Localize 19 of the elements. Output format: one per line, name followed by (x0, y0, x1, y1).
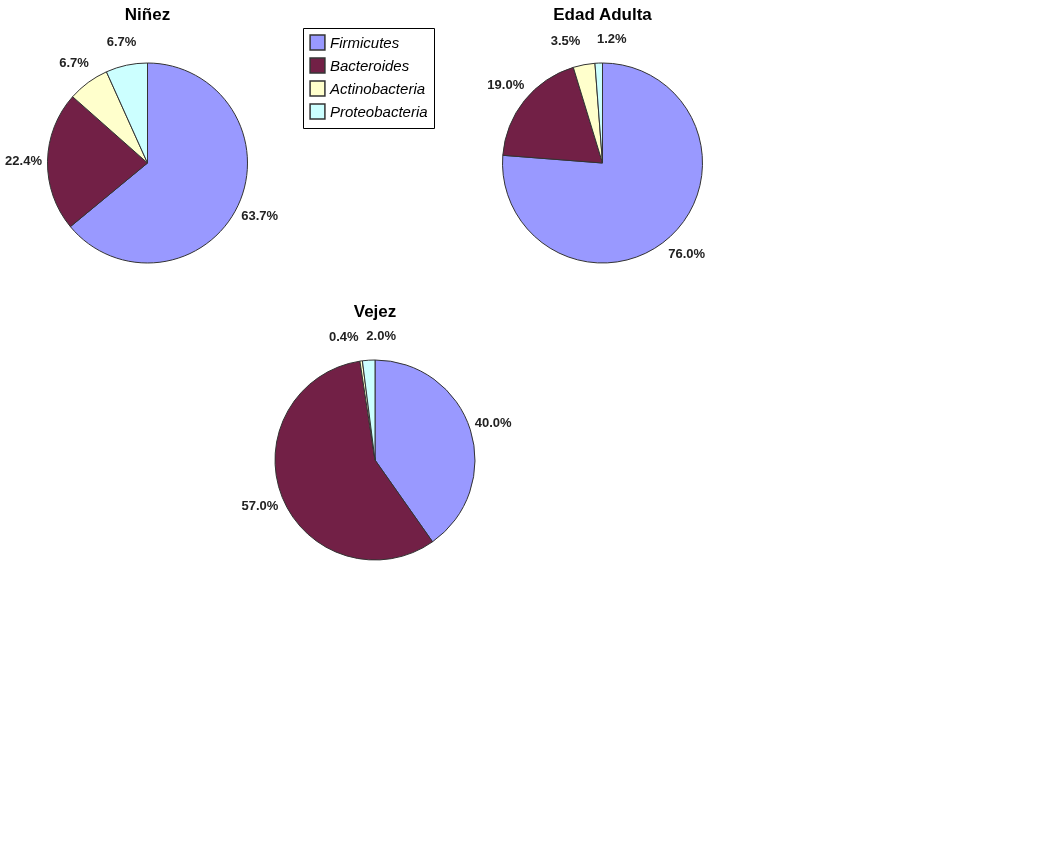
data-label: 19.0% (487, 77, 525, 93)
data-label: 0.4% (328, 329, 360, 345)
chart-title: Vejez (353, 302, 397, 321)
legend-label: Firmicutes (330, 33, 400, 51)
chart-title: Edad Adulta (553, 5, 653, 24)
legend-label: Proteobacteria (330, 102, 428, 120)
data-label: 40.0% (474, 414, 513, 430)
data-label: 57.0% (241, 498, 279, 514)
data-label: 1.2% (596, 31, 628, 47)
data-label: 6.7% (59, 55, 90, 71)
chart-title: Niñez (124, 4, 171, 24)
data-label: 22.4% (5, 152, 43, 168)
data-label: 63.7% (241, 207, 279, 223)
data-label: 76.0% (668, 246, 706, 261)
legend-label: Actinobacteria (329, 79, 426, 97)
legend-label: Bacteroides (330, 56, 410, 74)
data-label: 6.7% (106, 33, 137, 49)
data-label: 3.5% (550, 33, 581, 49)
data-label: 2.0% (366, 328, 397, 344)
